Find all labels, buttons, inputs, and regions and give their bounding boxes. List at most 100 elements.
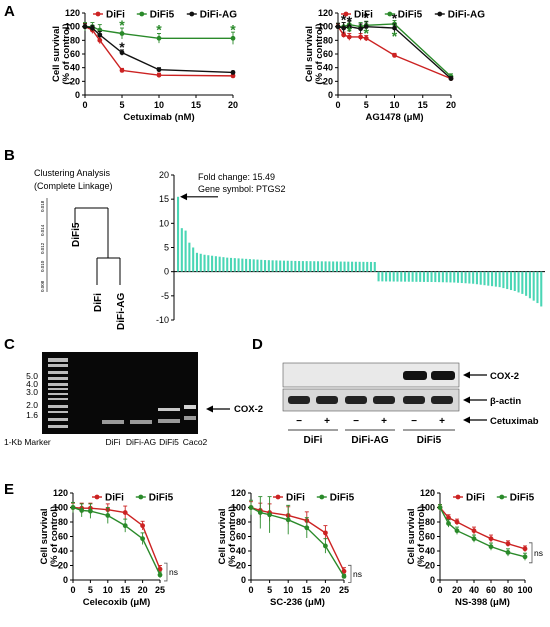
y-tick-label: -10	[156, 315, 169, 325]
fold-change-bar	[207, 255, 209, 271]
legend-marker	[138, 495, 143, 500]
legend-marker	[387, 12, 392, 17]
data-point	[455, 528, 460, 533]
data-point	[342, 574, 347, 579]
scale-label: 0.012	[40, 242, 45, 254]
fold-change-bar	[499, 272, 501, 287]
legend-label: DiFi	[105, 493, 124, 504]
series-line	[73, 508, 160, 570]
leaf-difi: DiFi	[93, 293, 104, 312]
ladder-band	[48, 377, 68, 380]
significance-star: *	[347, 23, 353, 39]
x-tick-label: 15	[418, 100, 428, 110]
dendrogram: Clustering Analysis (Complete Linkage) 0…	[34, 168, 127, 330]
y-tick-label: 0	[328, 90, 333, 100]
data-point	[523, 554, 528, 559]
ladder-band	[48, 364, 68, 367]
data-point	[506, 541, 511, 546]
x-axis-label: AG1478 (μM)	[365, 112, 423, 123]
ns-label: ns	[353, 569, 362, 579]
data-point	[455, 520, 460, 525]
y-tick-label: 120	[65, 8, 80, 18]
fold-change-bar	[181, 228, 183, 272]
fold-change-bar	[480, 272, 482, 285]
data-point	[157, 67, 162, 72]
western-group-label: DiFi	[304, 435, 323, 446]
y-tick-label: 0	[75, 90, 80, 100]
legend-label: DiFi5	[149, 493, 174, 504]
x-tick-label: 0	[248, 585, 253, 595]
blot-band-actin	[288, 396, 310, 404]
data-point	[358, 26, 363, 31]
y-axis-label: (% of control)	[314, 23, 325, 84]
legend-marker	[437, 12, 442, 17]
blot-band-cox2	[403, 371, 427, 380]
x-tick-label: 10	[103, 585, 113, 595]
ladder-band	[48, 388, 68, 390]
fold-change-bar	[514, 272, 516, 291]
y-axis-label: (% of control)	[227, 506, 238, 567]
data-point	[392, 53, 397, 58]
fold-change-bar	[434, 272, 436, 282]
data-point	[286, 517, 291, 522]
fold-change-bar	[476, 272, 478, 285]
y-tick-label: 120	[53, 488, 68, 498]
x-tick-label: 10	[389, 100, 399, 110]
fold-change-bar	[294, 261, 296, 272]
leaf-difi-ag: DiFi-AG	[116, 293, 127, 330]
fold-change-bar	[343, 262, 345, 272]
data-point	[489, 544, 494, 549]
band-difi-ag	[130, 420, 152, 424]
x-axis-label: SC-236 (μM)	[270, 597, 325, 608]
western-group-label: DiFi5	[417, 435, 442, 446]
marker-size: 1.6	[26, 410, 38, 420]
y-axis-label: (% of control)	[61, 23, 72, 84]
x-tick-label: 40	[469, 585, 479, 595]
chart-celecoxib: 0204060801001200 5 10 15 20 25Celecoxib (μM)C…	[39, 488, 178, 608]
fold-change-bar	[465, 272, 467, 284]
x-tick-label: 100	[517, 585, 532, 595]
x-tick-label: 20	[452, 585, 462, 595]
y-axis-label: (% of control)	[416, 506, 427, 567]
data-point	[358, 35, 363, 40]
scale-label: 0.010	[40, 260, 45, 272]
fold-change-bar	[468, 272, 470, 284]
fold-change-bar	[423, 272, 425, 282]
data-point	[438, 505, 443, 510]
ns-bracket	[529, 543, 532, 563]
fold-change-bar	[366, 262, 368, 272]
fold-change-bar	[430, 272, 432, 282]
fold-change-bar	[238, 258, 240, 271]
x-tick-label: 0	[437, 585, 442, 595]
fold-change-bar	[472, 272, 474, 284]
western-panel: COX-2 β-actin Cetuximab − + − + − + DiFi…	[283, 363, 539, 446]
gel-lane-label: Caco2	[183, 437, 208, 447]
data-point	[258, 510, 263, 515]
fold-change-bar	[347, 262, 349, 272]
western-arrow-head	[463, 397, 470, 404]
significance-star: *	[392, 28, 398, 44]
fold-change-bar	[419, 272, 421, 282]
panel-label-d: D	[252, 336, 263, 353]
blot-band-actin	[403, 396, 425, 404]
data-point	[304, 525, 309, 530]
ladder-band	[48, 398, 68, 400]
treatment-sign: −	[296, 416, 302, 427]
data-point	[506, 550, 511, 555]
fold-change-bar	[256, 260, 258, 272]
fold-change-bar	[185, 231, 187, 272]
data-point	[523, 546, 528, 551]
fold-change-bar	[355, 262, 357, 272]
fold-change-bar	[268, 260, 270, 272]
fold-change-bar	[260, 260, 262, 272]
legend-label: DiFi5	[330, 493, 355, 504]
data-point	[323, 544, 328, 549]
x-tick-label: 0	[70, 585, 75, 595]
fold-change-bar	[340, 262, 342, 272]
cox2-arrow-head	[206, 406, 213, 413]
fold-change-bar	[211, 256, 213, 272]
fold-change-bar	[525, 272, 527, 296]
ladder-band	[48, 383, 68, 386]
fold-change-bar	[241, 259, 243, 272]
fold-change-bar	[203, 255, 205, 272]
